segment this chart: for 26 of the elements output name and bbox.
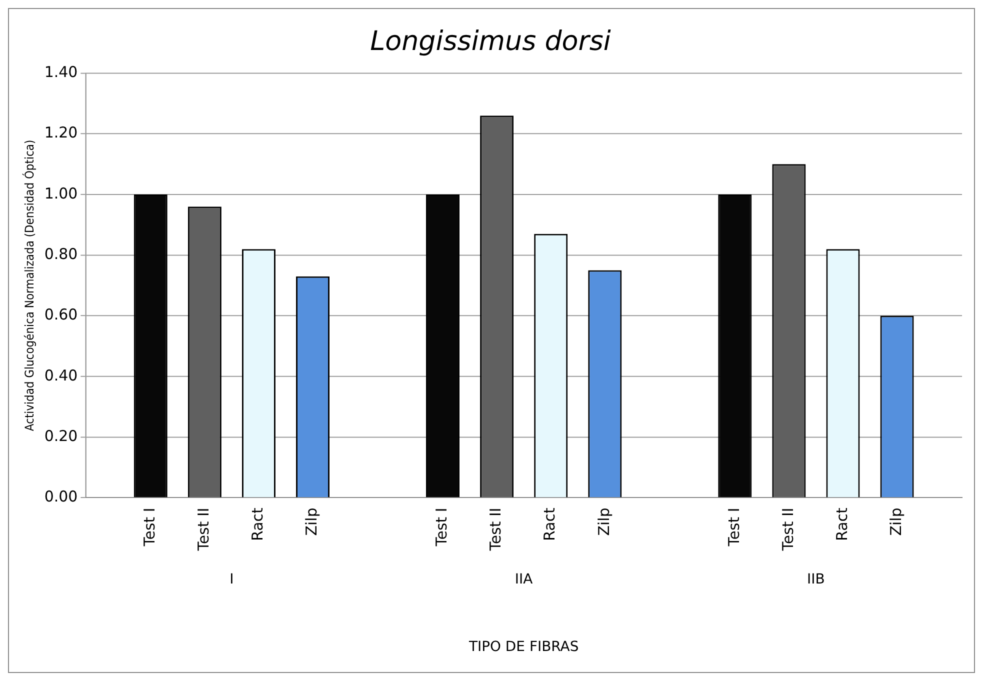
text: Zilp (886, 508, 905, 536)
text: Zilp (594, 508, 613, 536)
x-tick-label: IIA (514, 572, 534, 588)
text: Test I (140, 508, 159, 548)
y-tick-label: 0.60 (44, 306, 78, 324)
y-tick-label: 0.80 (44, 245, 78, 264)
x-tick-label: IIB (807, 572, 825, 588)
y-tick-label: 1.00 (44, 184, 78, 202)
y-tick-label: 1.20 (44, 124, 78, 142)
text: Test I (432, 508, 451, 546)
y-axis-title: Actividad Glucogénica Normalizada (Densidad Óptica) (21, 140, 36, 432)
y-tick-label: 0.20 (44, 426, 78, 445)
text: Zilp (302, 508, 321, 536)
chart-title: Longissimus dorsi (370, 26, 612, 58)
y-tick-label: 0.40 (44, 366, 78, 384)
text: Test II (778, 508, 797, 551)
text: Ract (540, 508, 559, 541)
x-axis-title: TIPO DE FIBRAS (468, 638, 579, 655)
text: Test II (194, 508, 213, 552)
text: Test I (724, 508, 743, 546)
y-tick-label: 0.00 (44, 488, 78, 506)
y-tick-label: 1.40 (44, 63, 78, 82)
text: Test II (486, 508, 505, 551)
text: Ract (832, 508, 851, 541)
text: Ract (248, 508, 267, 541)
x-tick-label: I (230, 572, 234, 588)
